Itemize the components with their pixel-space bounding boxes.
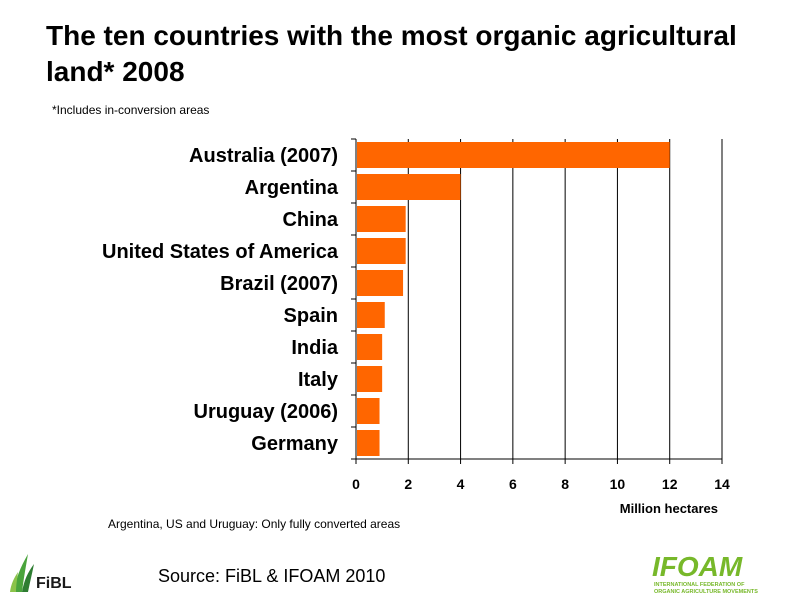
fibl-logo-text: FiBL	[36, 575, 72, 592]
x-axis-label: Million hectares	[620, 501, 718, 516]
ifoam-logo: IFOAM INTERNATIONAL FEDERATION OF ORGANI…	[652, 551, 758, 595]
bar-7	[357, 366, 383, 392]
chart-source: Source: FiBL & IFOAM 2010	[158, 566, 386, 586]
x-tick-label-2: 4	[457, 476, 465, 492]
fibl-logo: FiBL	[10, 554, 72, 592]
x-tick-label-3: 6	[509, 476, 517, 492]
bar-2	[357, 206, 406, 232]
x-tick-label-5: 10	[610, 476, 626, 492]
category-label-0: Australia (2007)	[189, 145, 338, 167]
bar-9	[357, 430, 380, 456]
ifoam-logo-text: IFOAM	[652, 551, 743, 582]
x-tick-label-0: 0	[352, 476, 360, 492]
category-label-9: Germany	[251, 433, 339, 455]
ifoam-tagline-1: INTERNATIONAL FEDERATION OF	[654, 582, 745, 588]
category-label-7: Italy	[298, 369, 339, 391]
chart-title: The ten countries with the most organic …	[46, 20, 737, 87]
bar-5	[357, 302, 385, 328]
category-label-3: United States of America	[102, 241, 339, 263]
bar-8	[357, 398, 380, 424]
category-label-4: Brazil (2007)	[220, 273, 338, 295]
x-tick-label-4: 8	[561, 476, 569, 492]
ifoam-tagline-2: ORGANIC AGRICULTURE MOVEMENTS	[654, 589, 758, 595]
bar-6	[357, 334, 383, 360]
category-label-6: India	[291, 337, 339, 359]
category-label-5: Spain	[284, 305, 338, 327]
category-label-2: China	[282, 209, 338, 231]
bar-3	[357, 238, 406, 264]
x-tick-label-1: 2	[404, 476, 412, 492]
category-label-1: Argentina	[245, 177, 339, 199]
bar-4	[357, 270, 404, 296]
bar-0	[357, 142, 670, 168]
x-tick-label-7: 14	[714, 476, 730, 492]
chart-subtitle: *Includes in-conversion areas	[52, 103, 210, 117]
bar-1	[357, 174, 461, 200]
x-tick-label-6: 12	[662, 476, 678, 492]
chart-footnote: Argentina, US and Uruguay: Only fully co…	[108, 517, 401, 531]
category-label-8: Uruguay (2006)	[194, 401, 339, 423]
